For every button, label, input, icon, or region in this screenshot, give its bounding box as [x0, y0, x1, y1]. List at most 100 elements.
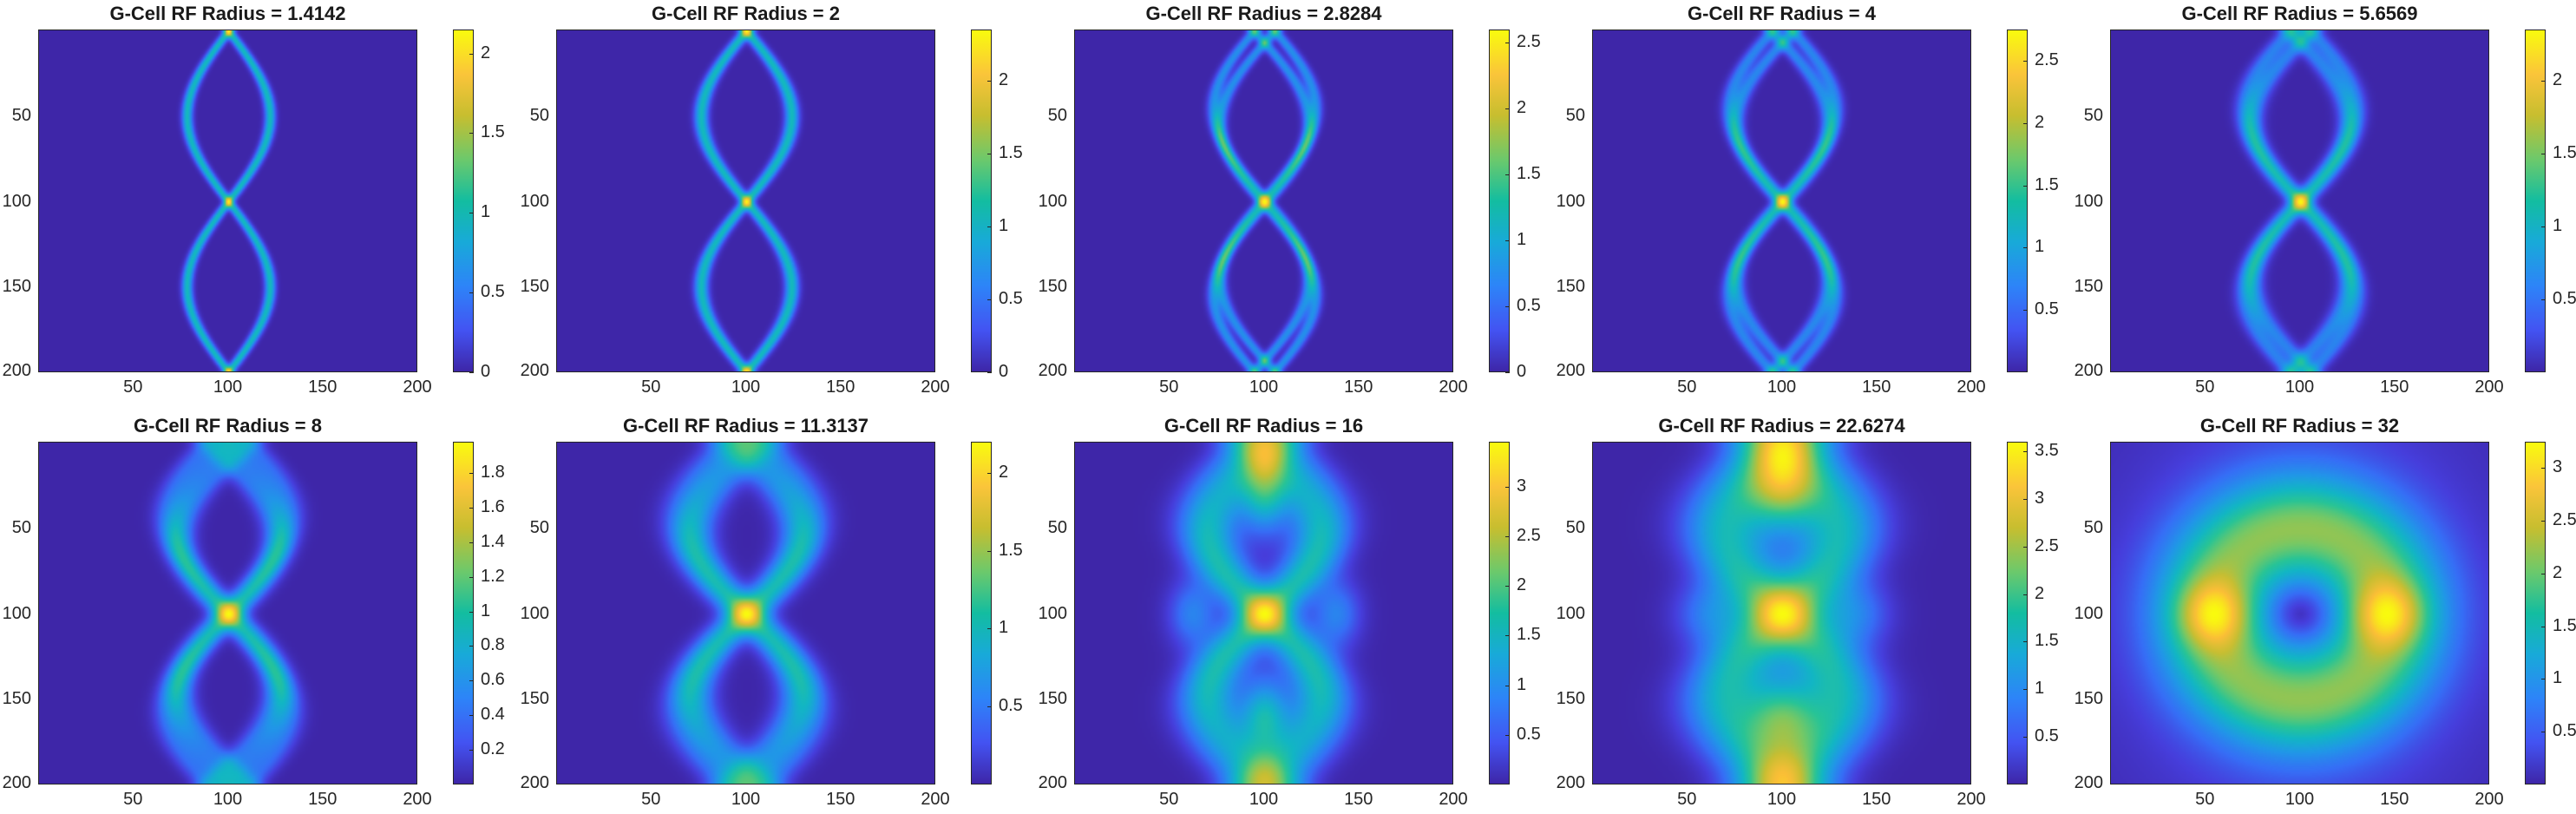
- colorbar-tick-mark: [2023, 641, 2028, 643]
- y-tick-label: 200: [2, 361, 31, 380]
- colorbar-tick-label: 1.5: [999, 142, 1023, 162]
- colorbar-tick-label: 1: [481, 601, 491, 620]
- x-tick-label: 100: [213, 377, 243, 397]
- panel-title: G-Cell RF Radius = 4: [1688, 3, 1876, 24]
- colorbar-tick-label: 1.5: [2553, 142, 2576, 162]
- colorbar-tick-label: 1.5: [481, 122, 505, 142]
- colorbar-tick-label: 1.5: [2035, 174, 2059, 194]
- colorbar-tick-mark: [469, 646, 474, 647]
- colorbar-tick-label: 3: [2035, 488, 2045, 508]
- x-tick-label: 150: [2380, 790, 2409, 809]
- heatmap-image: [1593, 30, 1970, 371]
- panel-title: G-Cell RF Radius = 8: [134, 415, 322, 437]
- heatmap-image: [39, 30, 416, 371]
- colorbar-tick-mark: [2541, 468, 2546, 469]
- y-tick-label: 200: [520, 773, 549, 792]
- colorbar-tick-label: 0.5: [999, 288, 1023, 308]
- y-tick-label: 50: [11, 105, 31, 125]
- x-tick-label: 100: [1249, 790, 1279, 809]
- heatmap-image: [2111, 30, 2488, 371]
- colorbar-tick-label: 0: [1517, 362, 1527, 381]
- x-tick-label: 200: [403, 790, 432, 809]
- colorbar: [2007, 30, 2028, 372]
- y-tick-label: 200: [1556, 361, 1585, 380]
- colorbar-tick-mark: [2023, 60, 2028, 62]
- colorbar: [1489, 30, 1510, 372]
- colorbar-tick-label: 2: [2035, 583, 2045, 603]
- colorbar-tick-mark: [1505, 486, 1510, 488]
- x-tick-label: 50: [2195, 790, 2215, 809]
- x-tick-label: 50: [1677, 377, 1697, 397]
- y-tick-label: 100: [1038, 191, 1067, 211]
- colorbar-tick-label: 2.5: [2035, 49, 2059, 69]
- colorbar-tick-label: 2.5: [1517, 525, 1541, 545]
- x-tick-label: 50: [1159, 790, 1179, 809]
- colorbar: [2525, 442, 2546, 784]
- x-tick-label: 200: [1439, 377, 1468, 397]
- colorbar-tick-mark: [2023, 247, 2028, 249]
- colorbar-tick-mark: [469, 133, 474, 135]
- colorbar-tick-label: 0.5: [1517, 296, 1541, 316]
- colorbar-tick-label: 0: [481, 362, 491, 381]
- panel-title: G-Cell RF Radius = 11.3137: [622, 415, 869, 437]
- colorbar-tick-label: 2.5: [1517, 32, 1541, 52]
- x-tick-label: 100: [1249, 377, 1279, 397]
- colorbar-tick-mark: [2541, 80, 2546, 82]
- colorbar-tick-mark: [2023, 450, 2028, 452]
- x-tick-label: 100: [1766, 790, 1797, 809]
- y-tick-label: 50: [1565, 105, 1585, 125]
- colorbar-tick-mark: [2023, 185, 2028, 187]
- colorbar-tick-mark: [469, 53, 474, 55]
- x-tick-label: 200: [2474, 790, 2504, 809]
- colorbar-tick-label: 1.5: [999, 540, 1023, 560]
- y-tick-label: 50: [1047, 517, 1067, 537]
- colorbar-tick-mark: [2541, 226, 2546, 227]
- x-tick-label: 200: [2474, 377, 2504, 397]
- heatmap-plot: [1074, 30, 1453, 372]
- panel-title: G-Cell RF Radius = 16: [1163, 415, 1364, 437]
- heatmap-image: [39, 443, 416, 784]
- colorbar-tick-mark: [2541, 521, 2546, 522]
- colorbar-tick-mark: [469, 750, 474, 752]
- colorbar-tick-mark: [469, 611, 474, 613]
- colorbar-tick-label: 0.6: [481, 670, 505, 690]
- y-tick-label: 150: [2074, 277, 2103, 297]
- colorbar-tick-mark: [469, 576, 474, 578]
- colorbar-tick-mark: [469, 715, 474, 717]
- colorbar-tick-mark: [469, 472, 474, 474]
- y-tick-label: 50: [11, 517, 31, 537]
- x-tick-label: 150: [1344, 790, 1373, 809]
- colorbar-tick-mark: [987, 299, 992, 300]
- x-tick-label: 150: [826, 790, 855, 809]
- colorbar-tick-mark: [469, 292, 474, 294]
- y-tick-label: 200: [1038, 361, 1067, 380]
- y-tick-label: 100: [520, 603, 549, 623]
- colorbar-tick-mark: [1505, 174, 1510, 176]
- colorbar-tick-mark: [2023, 498, 2028, 500]
- colorbar-tick-label: 1.5: [2553, 615, 2576, 635]
- heatmap-plot: [556, 442, 935, 784]
- x-tick-label: 50: [641, 377, 661, 397]
- colorbar-tick-mark: [2023, 594, 2028, 595]
- colorbar-tick-mark: [2541, 299, 2546, 300]
- x-tick-label: 100: [2284, 790, 2315, 809]
- colorbar-tick-mark: [1505, 635, 1510, 637]
- panel-title: G-Cell RF Radius = 2.8284: [1145, 3, 1382, 24]
- heatmap-plot: [556, 30, 935, 372]
- colorbar-tick-label: 1.5: [1517, 625, 1541, 645]
- panel-title: G-Cell RF Radius = 32: [2199, 415, 2400, 437]
- colorbar: [453, 30, 474, 372]
- x-tick-label: 50: [123, 377, 143, 397]
- colorbar-tick-mark: [987, 706, 992, 708]
- colorbar-tick-label: 0: [999, 362, 1009, 381]
- colorbar-tick-label: 0.4: [481, 705, 505, 725]
- colorbar-tick-mark: [469, 372, 474, 373]
- y-tick-label: 100: [2, 603, 31, 623]
- colorbar-tick-mark: [2023, 737, 2028, 739]
- y-tick-label: 100: [1038, 603, 1067, 623]
- heatmap-plot: [1592, 442, 1971, 784]
- x-tick-label: 150: [826, 377, 855, 397]
- x-tick-label: 50: [123, 790, 143, 809]
- colorbar-tick-label: 2.5: [2035, 535, 2059, 555]
